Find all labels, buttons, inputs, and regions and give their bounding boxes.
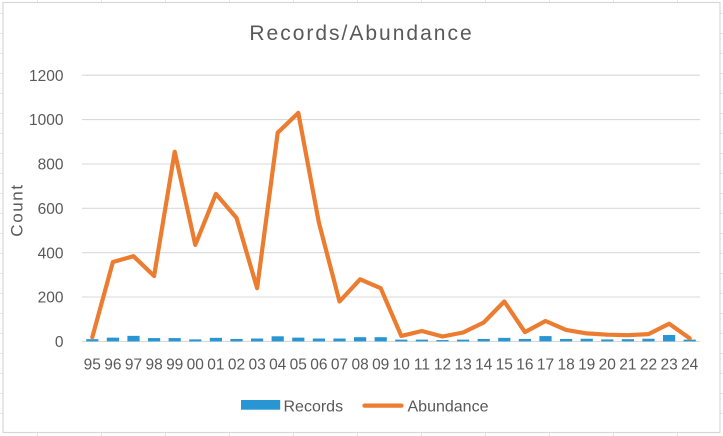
- svg-text:99: 99: [166, 357, 183, 374]
- svg-text:01: 01: [207, 357, 224, 374]
- svg-text:18: 18: [557, 357, 574, 374]
- svg-text:98: 98: [145, 357, 162, 374]
- svg-text:1000: 1000: [29, 112, 64, 129]
- svg-text:19: 19: [578, 357, 595, 374]
- svg-text:Count: Count: [8, 183, 27, 236]
- svg-text:200: 200: [38, 290, 64, 307]
- svg-text:09: 09: [372, 357, 389, 374]
- svg-text:Records: Records: [284, 398, 344, 415]
- svg-text:24: 24: [681, 357, 699, 374]
- svg-text:20: 20: [599, 357, 617, 374]
- svg-text:04: 04: [269, 357, 287, 374]
- svg-text:22: 22: [640, 357, 657, 374]
- svg-text:00: 00: [187, 357, 205, 374]
- svg-text:08: 08: [351, 357, 368, 374]
- svg-text:15: 15: [496, 357, 513, 374]
- svg-text:96: 96: [104, 357, 121, 374]
- svg-text:07: 07: [331, 357, 348, 374]
- svg-text:Abundance: Abundance: [408, 398, 489, 415]
- svg-text:Records/Abundance: Records/Abundance: [249, 22, 473, 45]
- svg-text:06: 06: [310, 357, 327, 374]
- svg-text:21: 21: [619, 357, 636, 374]
- svg-text:02: 02: [228, 357, 245, 374]
- svg-text:400: 400: [38, 245, 64, 262]
- svg-text:800: 800: [38, 157, 64, 174]
- svg-text:03: 03: [248, 357, 265, 374]
- svg-text:0: 0: [55, 334, 64, 351]
- svg-text:95: 95: [84, 357, 101, 374]
- svg-text:17: 17: [537, 357, 554, 374]
- svg-text:11: 11: [414, 357, 430, 374]
- svg-text:1200: 1200: [29, 68, 64, 85]
- svg-text:12: 12: [434, 357, 451, 374]
- svg-text:13: 13: [454, 357, 471, 374]
- svg-text:600: 600: [38, 201, 64, 218]
- svg-text:14: 14: [475, 357, 493, 374]
- svg-text:16: 16: [516, 357, 533, 374]
- svg-text:97: 97: [125, 357, 142, 374]
- svg-text:23: 23: [660, 357, 677, 374]
- svg-text:05: 05: [290, 357, 307, 374]
- svg-text:10: 10: [393, 357, 411, 374]
